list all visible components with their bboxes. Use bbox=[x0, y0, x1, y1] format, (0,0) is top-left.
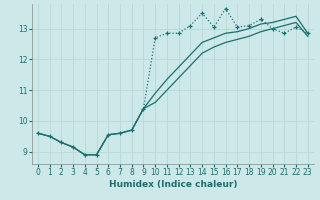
X-axis label: Humidex (Indice chaleur): Humidex (Indice chaleur) bbox=[108, 180, 237, 189]
